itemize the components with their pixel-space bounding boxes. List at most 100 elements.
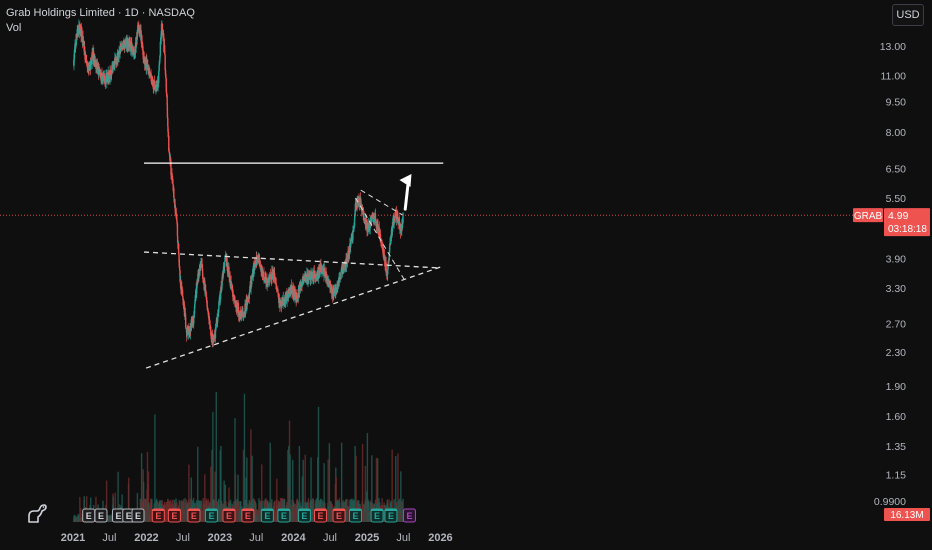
earnings-marker: E	[277, 508, 291, 523]
earnings-marker-letter: E	[301, 511, 307, 521]
candle-body	[194, 303, 196, 307]
y-tick-label: 9.50	[886, 96, 907, 108]
candle-body	[90, 61, 92, 70]
currency-button[interactable]: USD	[892, 4, 924, 26]
candle-body	[149, 72, 152, 74]
candle-body	[290, 293, 292, 295]
candle-body	[158, 63, 161, 66]
candle-body	[196, 283, 198, 294]
candle-body	[172, 184, 174, 192]
candle-body	[209, 324, 211, 327]
y-tick-label: 3.90	[886, 254, 907, 266]
candle-body	[210, 329, 212, 336]
earnings-marker-flag	[205, 509, 218, 511]
candle-body	[98, 67, 100, 69]
earnings-marker-letter: E	[336, 511, 342, 521]
volume-bar	[245, 477, 247, 522]
candle-body	[164, 70, 167, 76]
candle-body	[385, 269, 388, 274]
volume-indicator-label[interactable]: Vol	[6, 22, 22, 34]
candle-body	[314, 277, 317, 280]
x-tick-label: Jul	[249, 532, 263, 544]
volume-bar	[316, 457, 319, 522]
earnings-marker: E	[167, 508, 181, 523]
candle-body	[94, 62, 97, 67]
candle-body	[188, 329, 191, 333]
candle-body	[244, 303, 246, 311]
price-tag-countdown: 03:18:18	[888, 224, 927, 235]
candle-body	[296, 293, 298, 299]
candle-body	[173, 187, 175, 198]
candle-body	[221, 276, 223, 286]
candle-body	[117, 55, 119, 61]
candle-body	[176, 236, 179, 243]
volume-bar	[202, 501, 205, 522]
earnings-marker-letter: E	[318, 511, 324, 521]
candle-body	[82, 42, 85, 45]
earnings-marker-flag	[349, 509, 362, 511]
candle-body	[106, 73, 108, 83]
candle-body	[202, 280, 205, 282]
y-tick-label: 1.90	[886, 381, 907, 393]
x-tick-label: 2025	[355, 532, 379, 544]
candle-body	[267, 281, 269, 283]
candle-body	[184, 316, 187, 328]
volume-bar	[114, 492, 116, 522]
candle-body	[394, 217, 396, 219]
earnings-marker-letter: E	[264, 511, 270, 521]
earnings-marker: E	[222, 508, 236, 523]
tradingview-dino-icon[interactable]	[26, 502, 48, 524]
candle-body	[280, 304, 283, 307]
volume-bar	[375, 457, 378, 522]
candle-body	[286, 293, 289, 298]
candle-body	[109, 69, 112, 76]
chart-header: Grab Holdings Limited · 1D · NASDAQ Vol	[6, 6, 195, 36]
candle-body	[397, 217, 399, 224]
candle-body	[75, 34, 77, 46]
candle-body	[319, 274, 321, 276]
volume-bar	[331, 503, 333, 522]
candle-body	[256, 259, 258, 266]
volume-bar	[214, 471, 216, 522]
candle-body	[228, 273, 230, 277]
earnings-marker-letter: E	[126, 511, 132, 521]
candle-body	[141, 41, 143, 44]
candle-body	[323, 272, 325, 277]
volume-bar	[400, 471, 402, 522]
candle-body	[340, 271, 342, 280]
candle-body	[368, 224, 370, 232]
candle-body	[111, 67, 113, 71]
candle-body	[110, 74, 112, 78]
earnings-marker-flag	[384, 509, 397, 511]
candle-body	[234, 306, 237, 308]
candle-body	[381, 245, 384, 248]
candle-body	[259, 265, 261, 268]
candle-body	[160, 31, 163, 39]
candle-body	[152, 87, 155, 89]
candle-body	[104, 79, 107, 84]
candle-body	[300, 284, 303, 287]
candle-body	[159, 55, 161, 61]
y-tick-label: 5.50	[886, 193, 907, 205]
volume-bar	[242, 449, 245, 522]
volume-bar	[154, 414, 156, 522]
candle-body	[268, 276, 271, 283]
volume-bar	[117, 471, 119, 522]
symbol-title[interactable]: Grab Holdings Limited · 1D · NASDAQ	[6, 7, 195, 19]
candle-body	[223, 266, 225, 268]
candle-body	[178, 261, 180, 266]
candle-body	[386, 275, 388, 277]
candle-body	[91, 52, 94, 53]
candle-body	[350, 235, 353, 239]
candle-body	[108, 76, 110, 81]
y-tick-label: 3.30	[886, 283, 907, 295]
volume-bar	[147, 471, 150, 522]
candle-body	[176, 223, 179, 237]
earnings-marker-box	[402, 508, 416, 523]
candle-body	[289, 289, 292, 294]
candle-body	[335, 292, 338, 294]
price-tag-value: 4.99	[888, 210, 909, 222]
candle-body	[209, 322, 211, 325]
candle-body	[352, 229, 355, 231]
